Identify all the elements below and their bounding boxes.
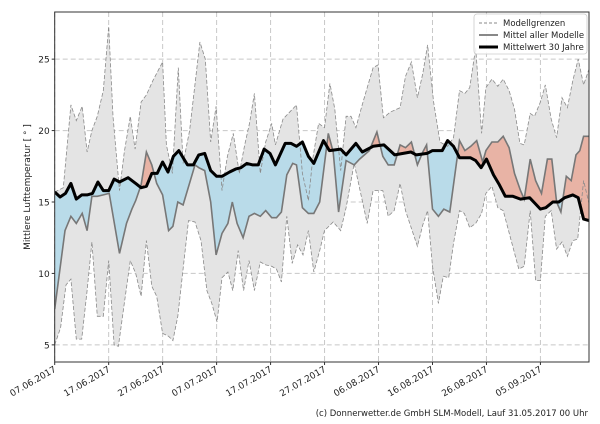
x-tick-label: 06.08.2017 — [332, 365, 382, 399]
footer-credit: (c) Donnerwetter.de GmbH SLM-Modell, Lau… — [316, 409, 589, 419]
x-tick-label: 07.06.2017 — [9, 365, 59, 399]
model-mean-line — [54, 129, 589, 310]
y-tick-label: 20 — [38, 127, 50, 137]
x-tick-label: 17.06.2017 — [63, 365, 113, 399]
legend-label-modellgrenzen: Modellgrenzen — [503, 19, 565, 29]
y-tick-label: 25 — [38, 56, 49, 66]
x-axis: 07.06.2017 17.06.2017 27.06.2017 07.07.2017… — [9, 362, 544, 399]
x-tick-label: 05.09.2017 — [494, 365, 544, 399]
x-tick-label: 27.07.2017 — [278, 365, 328, 399]
y-axis-label: Mittlere Lufttemperatur [ ° ] — [23, 124, 33, 250]
legend-label-mittel-modelle: Mittel aller Modelle — [503, 31, 584, 41]
y-axis: 5 10 15 20 25 — [38, 56, 55, 351]
x-tick-label: 27.06.2017 — [117, 365, 167, 399]
x-tick-label: 17.07.2017 — [224, 365, 274, 399]
y-tick-label: 10 — [38, 270, 50, 280]
plot-frame — [54, 11, 590, 363]
legend: Modellgrenzen Mittel aller Modelle Mitte… — [473, 13, 588, 55]
model-min-line — [54, 163, 589, 347]
x-tick-label: 07.07.2017 — [170, 365, 220, 399]
climate-mean-line — [54, 139, 589, 223]
y-tick-label: 5 — [44, 341, 50, 351]
y-tick-label: 15 — [38, 199, 49, 209]
legend-label-mittelwert-30: Mittelwert 30 Jahre — [503, 43, 584, 53]
x-tick-label: 16.08.2017 — [386, 365, 436, 399]
x-tick-label: 26.08.2017 — [440, 365, 490, 399]
model-max-line — [54, 26, 589, 201]
below-normal-fill — [54, 141, 589, 310]
